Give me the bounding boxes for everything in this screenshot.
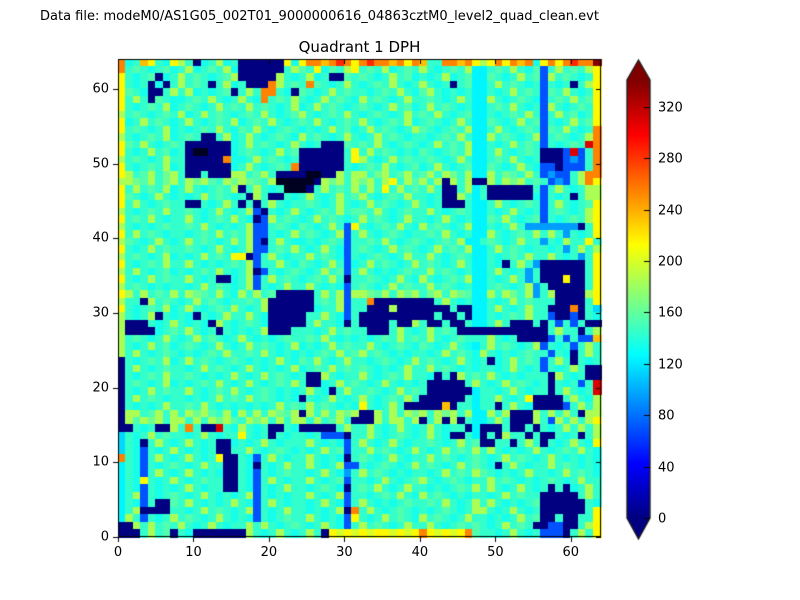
x-tick-label: 10 (185, 545, 202, 560)
datafile-label: Data file: modeM0/AS1G05_002T01_90000006… (40, 9, 599, 24)
x-tick-label: 40 (411, 545, 429, 560)
x-tick-label: 20 (260, 545, 278, 560)
y-tick-label: 10 (92, 454, 109, 470)
colorbar-tick-label: 200 (658, 254, 683, 269)
y-tick-label: 30 (92, 305, 109, 321)
colorbar-tick-label: 320 (658, 100, 683, 115)
colorbar-tick-label: 80 (658, 408, 675, 423)
x-tick-label: 50 (487, 545, 504, 560)
colorbar-tick-label: 120 (658, 357, 683, 372)
x-tick-label: 30 (336, 545, 353, 560)
x-tick-label: 60 (562, 545, 580, 560)
colorbar-tick-label: 280 (658, 151, 683, 166)
y-tick-label: 0 (100, 529, 109, 545)
colorbar-tick-label: 240 (658, 203, 683, 218)
y-tick-label: 50 (92, 156, 109, 172)
x-tick-label: 0 (113, 545, 123, 560)
colorbar-tick-label: 40 (658, 460, 675, 475)
y-tick-label: 20 (92, 380, 109, 396)
y-tick-label: 60 (92, 81, 109, 97)
colorbar-tick-label: 0 (658, 511, 667, 526)
plot-title: Quadrant 1 DPH (298, 38, 421, 56)
y-tick-label: 40 (92, 230, 109, 246)
colorbar-tick-label: 160 (658, 305, 683, 320)
